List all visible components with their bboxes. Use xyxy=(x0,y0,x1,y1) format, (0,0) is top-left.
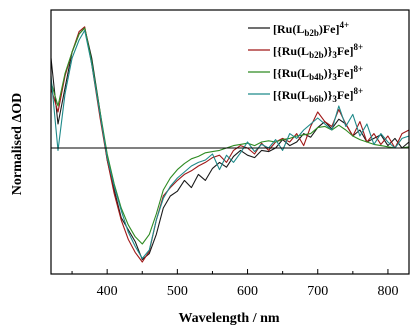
x-tick-label: 800 xyxy=(377,284,398,299)
x-axis-ticks: 400 500 600 700 800 xyxy=(71,269,398,299)
series-line-s3 xyxy=(50,27,410,245)
x-axis-title: Wavelength / nm xyxy=(178,311,279,326)
x-tick-label: 700 xyxy=(307,284,328,299)
x-tick-label: 600 xyxy=(237,284,258,299)
plot-frame xyxy=(50,9,410,275)
legend-label-s3: [{Ru(Lb4b)}3Fe]8+ xyxy=(273,64,363,82)
legend-label-s2: [{Ru(Lb2b)}3Fe]8+ xyxy=(273,42,363,60)
series-line-s4 xyxy=(50,29,410,259)
series-line-s2 xyxy=(50,26,410,263)
x-tick-label: 500 xyxy=(167,284,188,299)
legend: [Ru(Lb2b)Fe]4+ [{Ru(Lb2b)}3Fe]8+ [{Ru(Lb4b… xyxy=(248,20,363,104)
legend-label-s1: [Ru(Lb2b)Fe]4+ xyxy=(273,20,349,38)
x-tick-label: 400 xyxy=(97,284,118,299)
y-axis-title: Normalised ΔOD xyxy=(10,93,25,196)
plot-border xyxy=(50,9,410,275)
legend-label-s4: [{Ru(Lb6b)}3Fe]8+ xyxy=(273,86,363,104)
series-layer xyxy=(50,26,410,263)
